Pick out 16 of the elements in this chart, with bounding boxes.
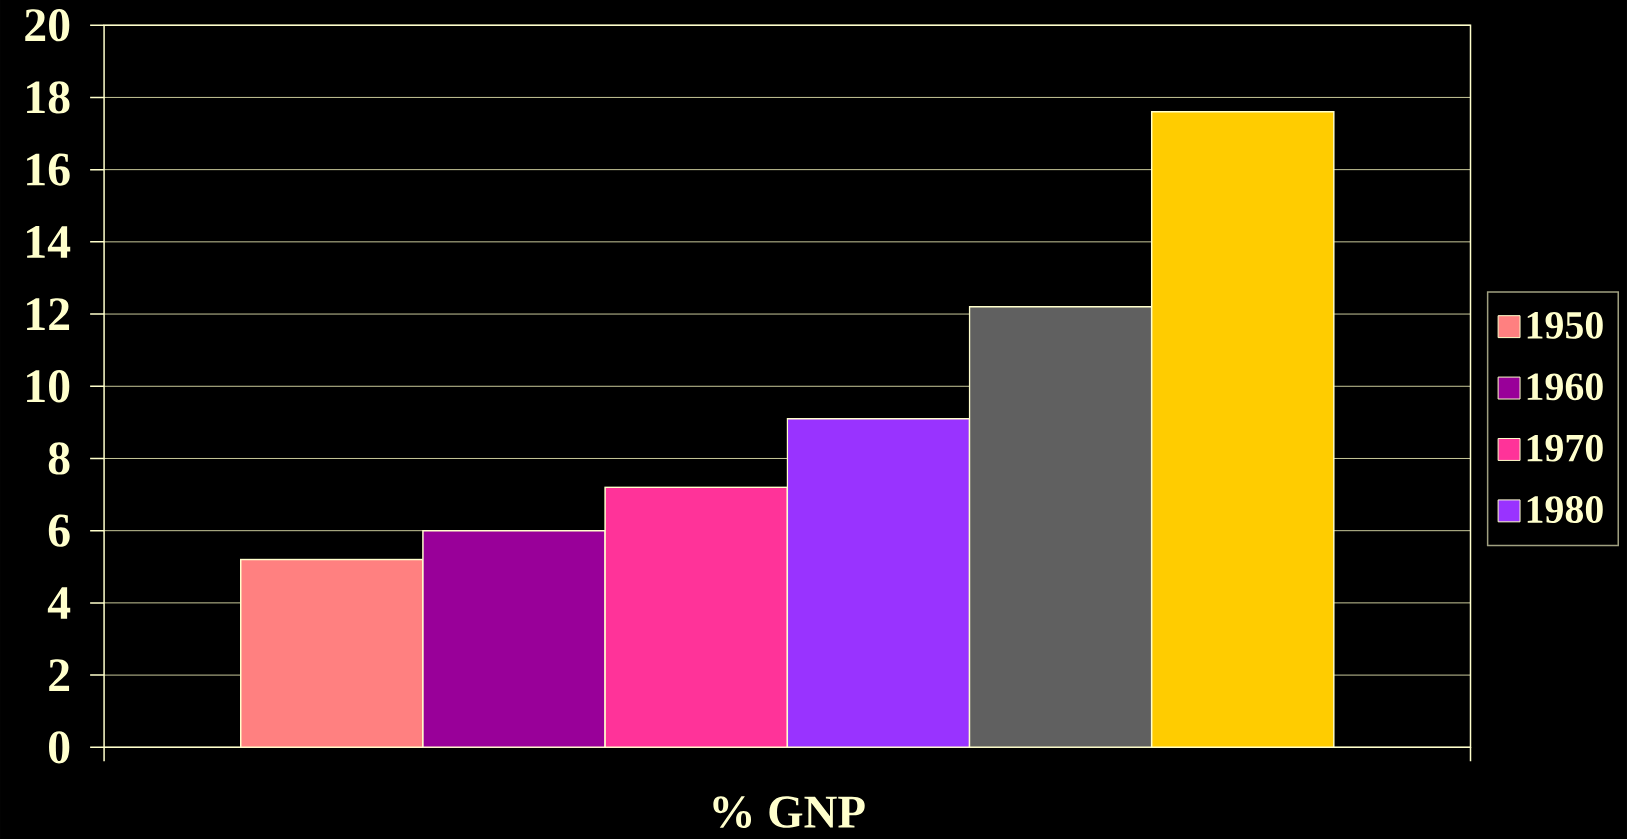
y-tick-label: 6 — [48, 514, 70, 547]
y-tick-label: 12 — [27, 298, 70, 330]
y-tick-label: 18 — [27, 81, 70, 114]
x-tick-label: % GNP — [713, 796, 865, 828]
y-tick-label: 8 — [48, 442, 70, 475]
y-tick-label: 2 — [49, 659, 70, 691]
legend-label: 1960 — [1527, 373, 1603, 400]
y-tick-label: 0 — [49, 730, 70, 764]
y-tick-label: 4 — [47, 586, 71, 619]
y-tick-label: 16 — [27, 153, 70, 186]
y-tick-label: 14 — [27, 225, 71, 258]
legend-label: 1950 — [1527, 311, 1603, 339]
legend-label: 1970 — [1527, 434, 1603, 462]
y-tick-label: 20 — [25, 8, 70, 42]
legend-label: 1980 — [1527, 495, 1603, 523]
y-tick-label: 10 — [27, 369, 70, 403]
